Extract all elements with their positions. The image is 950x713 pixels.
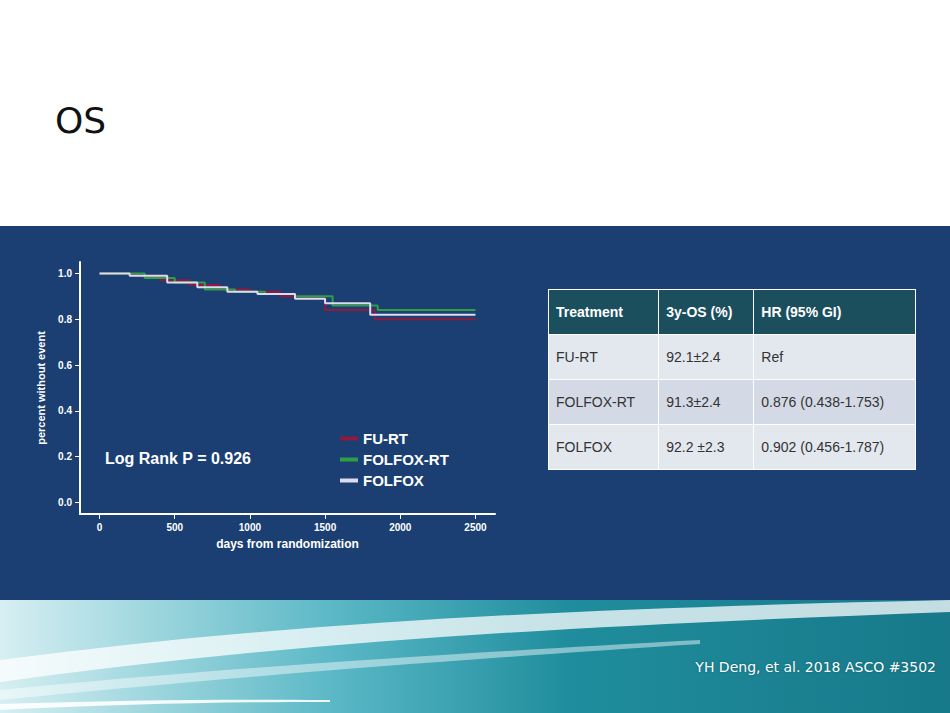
svg-text:0.2: 0.2 [58,451,72,462]
svg-text:1000: 1000 [239,522,262,533]
svg-text:1.0: 1.0 [58,268,72,279]
svg-text:500: 500 [166,522,183,533]
html-text:92.2 ±2.3: 92.2 ±2.3 [666,439,725,455]
svg-text:0.0: 0.0 [58,497,72,508]
html-text:0.902 (0.456-1.787): 0.902 (0.456-1.787) [761,439,885,455]
html-text:FOLFOX-RT: FOLFOX-RT [556,394,636,410]
html-text:91.3±2.4: 91.3±2.4 [666,394,721,410]
html-text:92.1±2.4: 92.1±2.4 [666,349,721,365]
svg-text:FOLFOX: FOLFOX [363,472,424,489]
html-text:Treatment: Treatment [556,304,623,320]
html-text:HR (95% GI): HR (95% GI) [761,304,842,320]
svg-text:FU-RT: FU-RT [363,430,408,447]
svg-text:days from randomization: days from randomization [216,537,359,551]
svg-text:2000: 2000 [389,522,412,533]
html-text:OS: OS [55,100,107,141]
html-text:0.876 (0.438-1.753): 0.876 (0.438-1.753) [761,394,885,410]
svg-text:Log Rank P = 0.926: Log Rank P = 0.926 [105,450,251,467]
svg-text:percent without event: percent without event [35,331,47,445]
svg-text:0.8: 0.8 [58,314,72,325]
svg-text:0.6: 0.6 [58,360,72,371]
svg-text:0: 0 [97,522,103,533]
html-text:FU-RT: FU-RT [556,349,598,365]
html-text:3y-OS (%): 3y-OS (%) [666,304,733,320]
html-text:Ref: Ref [761,349,784,365]
svg-text:1500: 1500 [314,522,337,533]
svg-text:0.4: 0.4 [58,405,72,416]
html-text:FOLFOX: FOLFOX [556,439,612,455]
html-text:YH Deng, et al. 2018 ASCO #350: YH Deng, et al. 2018 ASCO #3502 [695,659,936,675]
svg-text:FOLFOX-RT: FOLFOX-RT [363,451,449,468]
svg-text:2500: 2500 [464,522,487,533]
